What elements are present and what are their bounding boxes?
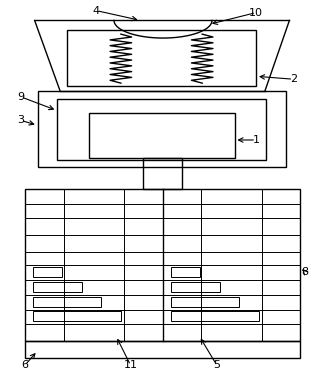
Bar	[90, 113, 234, 157]
Text: 9: 9	[17, 92, 24, 102]
Bar	[67, 30, 256, 86]
Bar	[25, 189, 300, 341]
Text: 5: 5	[214, 361, 220, 370]
Text: 6: 6	[21, 361, 28, 370]
Text: 3: 3	[17, 116, 24, 125]
Bar	[171, 297, 239, 307]
Bar	[171, 267, 200, 277]
Bar	[57, 99, 266, 160]
Bar	[33, 312, 121, 321]
Bar	[37, 91, 286, 168]
Text: 11: 11	[124, 361, 138, 370]
Bar	[33, 282, 82, 292]
Bar	[25, 341, 300, 358]
Bar	[33, 267, 62, 277]
Bar	[171, 312, 259, 321]
Text: 8: 8	[302, 267, 309, 277]
Text: 1: 1	[253, 135, 259, 145]
Text: 4: 4	[93, 6, 100, 16]
Bar	[33, 297, 101, 307]
Bar	[143, 157, 182, 189]
Bar	[171, 282, 220, 292]
Text: 2: 2	[290, 74, 297, 84]
Text: 10: 10	[249, 7, 263, 18]
